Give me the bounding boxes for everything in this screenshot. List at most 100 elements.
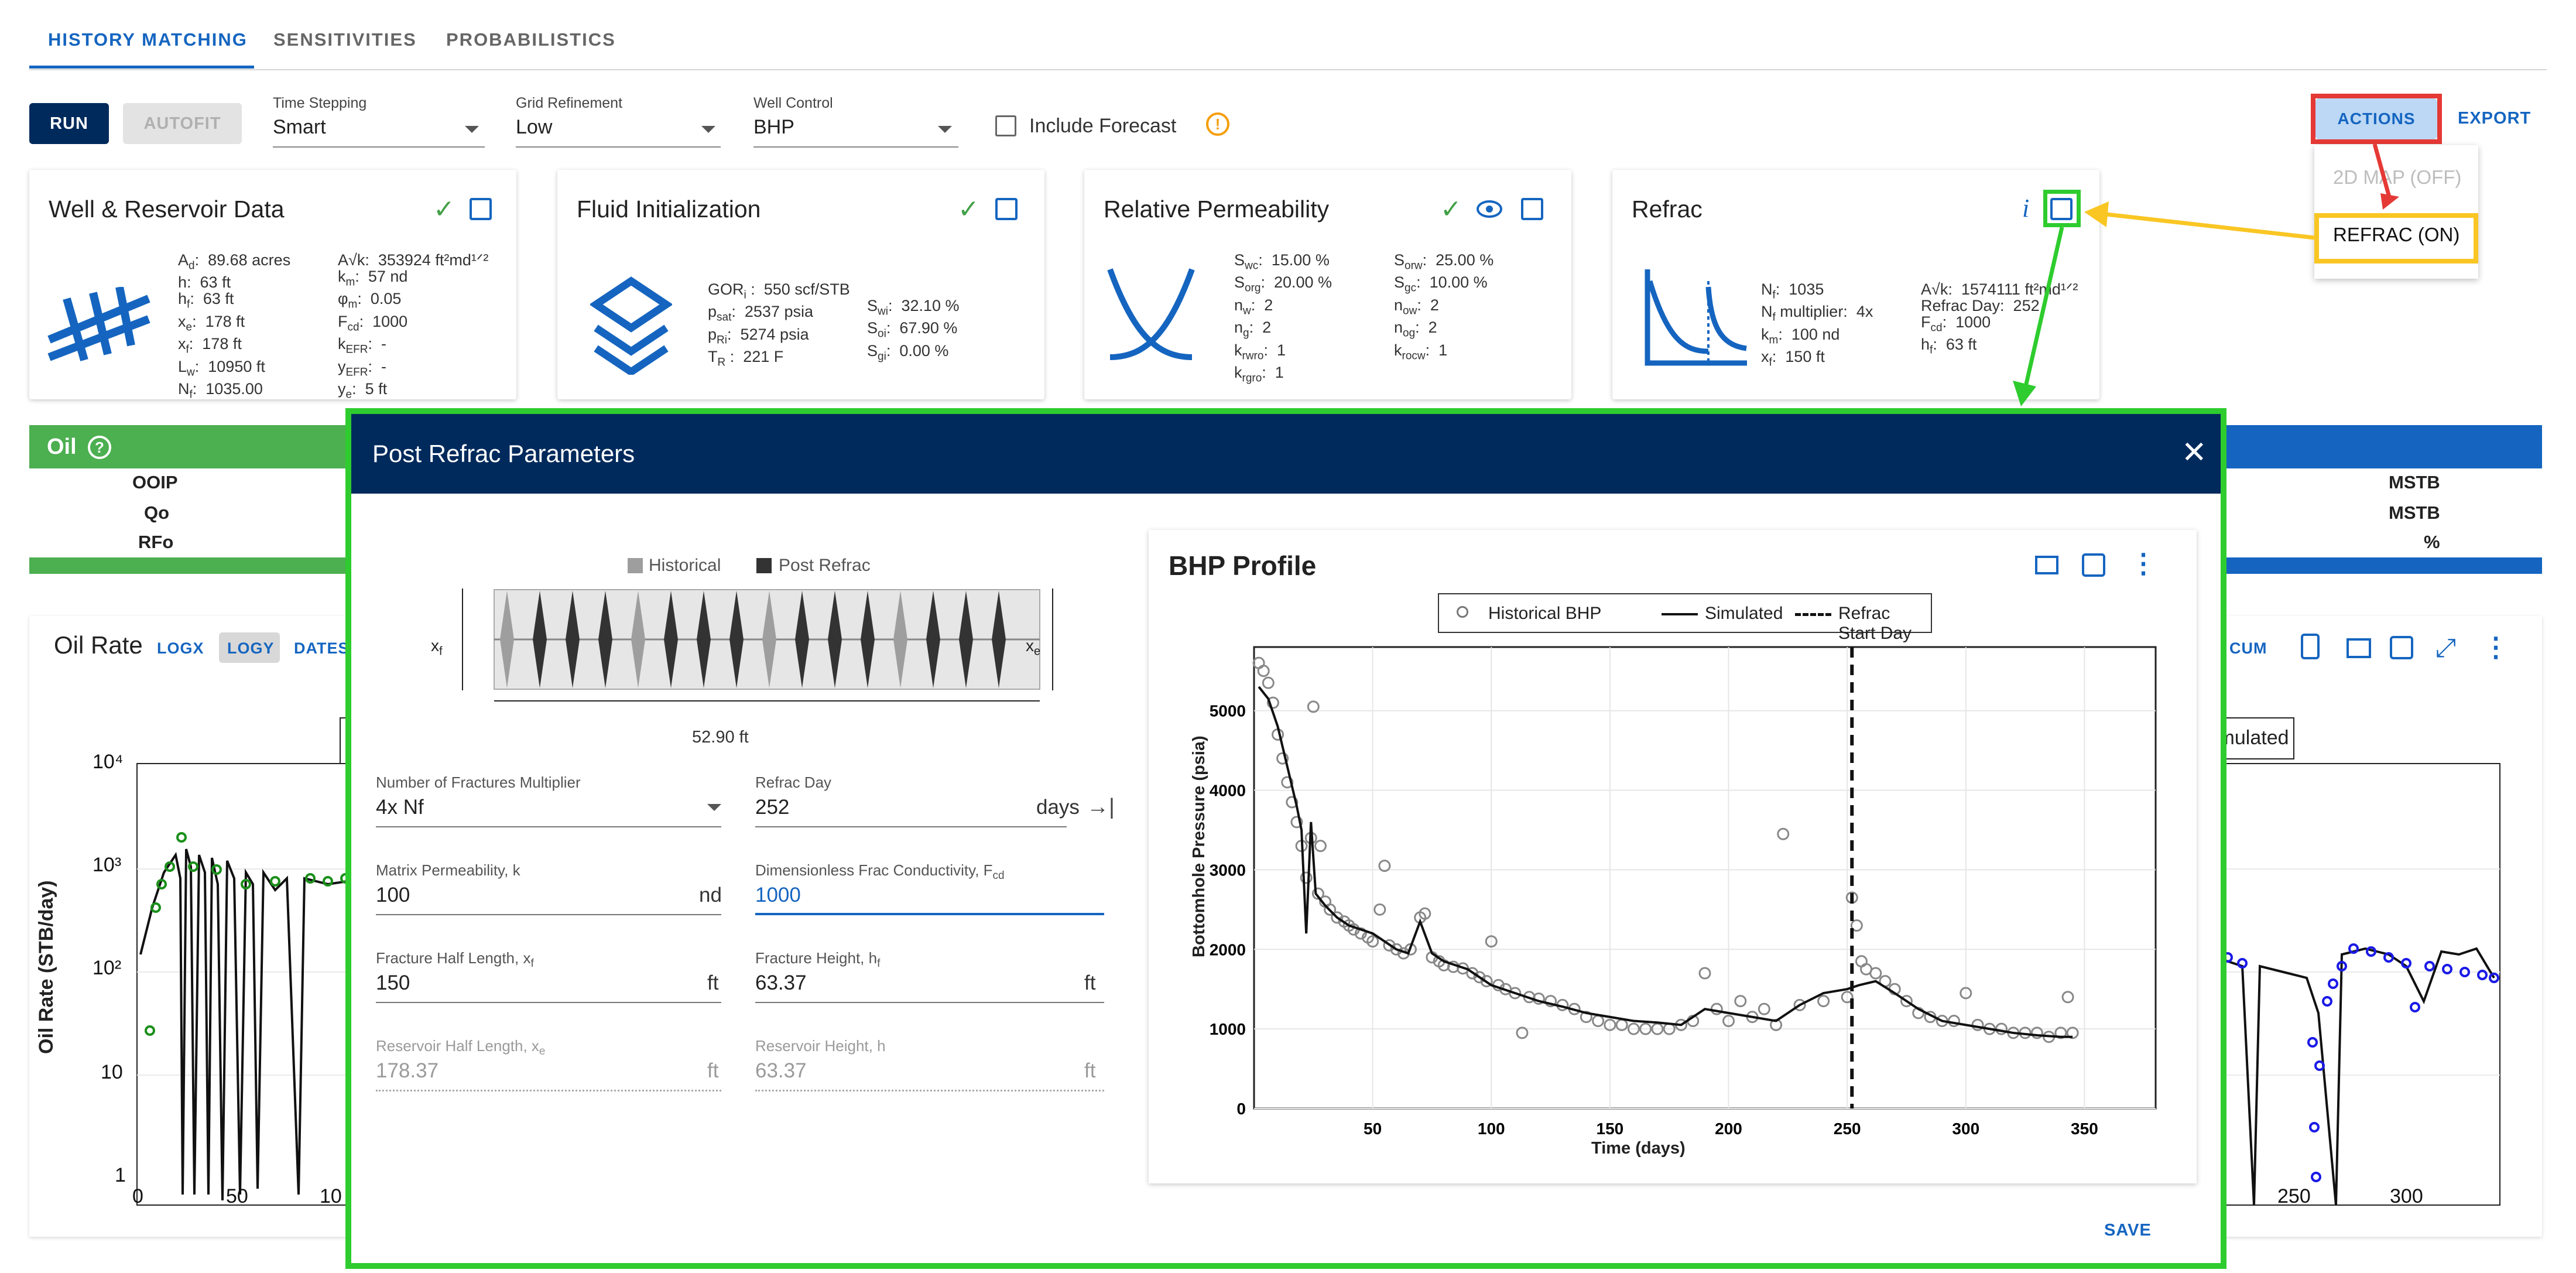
param-row: Fcd: 1000	[1921, 313, 1991, 334]
param-row: xf: 178 ft	[178, 335, 242, 356]
historical-bhp-point	[1307, 700, 1320, 713]
tab-sensitivities[interactable]: SENSITIVITIES	[273, 29, 417, 50]
post-refrac-fracture	[664, 591, 678, 688]
dates-toggle[interactable]: DATES	[294, 639, 350, 657]
hf-input[interactable]: 63.37	[755, 971, 807, 994]
close-icon[interactable]: ✕	[2181, 436, 2207, 470]
actions-highlight-annotation	[2311, 94, 2442, 144]
num-frac-multiplier-label: Number of Fractures Multiplier	[376, 774, 581, 791]
cum-toggle[interactable]: CUM	[2229, 639, 2267, 657]
refrac-edit-highlight-annotation	[2043, 190, 2081, 227]
refrac-params-col2: A√k: 1574111 ft²md¹ᐟ² Refrac Day: 252 Fcd:…	[1921, 281, 2078, 359]
field-underline-disabled	[376, 1090, 721, 1091]
matrix-perm-input[interactable]: 100	[376, 884, 410, 906]
card-title: Relative Permeability	[1104, 196, 1330, 223]
param-row: h: 63 ft	[178, 273, 231, 292]
xe-input: 178.37	[376, 1059, 439, 1082]
param-row: xf: 150 ft	[1761, 348, 1825, 369]
exclamation-circle-icon[interactable]: !	[1206, 112, 1229, 136]
edit-icon[interactable]	[470, 198, 492, 220]
actions-button[interactable]: ACTIONS	[2315, 98, 2437, 139]
field-underline	[376, 826, 721, 827]
layers-icon	[590, 276, 672, 375]
post-refrac-fracture	[861, 591, 875, 688]
run-button[interactable]: RUN	[29, 103, 109, 144]
edit-icon[interactable]	[1521, 198, 1543, 220]
legend-swatch-post-refrac	[756, 558, 772, 573]
bhp-plot: 50 100 150 200 250 300 350 0 1000 2000 3000 4000 500…	[1210, 646, 2157, 1138]
download-icon[interactable]	[2301, 634, 2320, 659]
eye-icon[interactable]	[1477, 200, 1502, 218]
scatter-icon[interactable]	[2390, 636, 2413, 659]
oil-title: Oil	[47, 434, 77, 459]
param-row: hf: 63 ft	[1921, 336, 1977, 357]
post-refrac-fracture	[828, 591, 842, 688]
more-vert-icon[interactable]: ⋮	[2482, 632, 2509, 662]
edit-icon[interactable]	[995, 198, 1018, 220]
fullscreen-icon[interactable]: ⤢	[2435, 634, 2457, 662]
save-button[interactable]: SAVE	[2104, 1221, 2152, 1240]
fcd-input[interactable]: 1000	[755, 884, 801, 906]
grid-refinement-value[interactable]: Low	[516, 116, 553, 138]
chevron-down-icon[interactable]	[707, 804, 721, 811]
xf-input[interactable]: 150	[376, 971, 410, 994]
historical-bhp-point	[1960, 987, 1972, 1000]
help-icon[interactable]: ?	[88, 436, 111, 459]
refrac-day-input[interactable]: 252	[755, 796, 790, 819]
legend-post-refrac: Post Refrac	[779, 556, 871, 575]
tab-probabilistics[interactable]: PROBABILISTICS	[446, 29, 616, 50]
chevron-down-icon[interactable]	[465, 126, 479, 133]
param-row: Lw: 10950 ft	[178, 357, 265, 378]
field-underline	[755, 1002, 1104, 1003]
bhp-chart-title: BHP Profile	[1169, 550, 1317, 581]
post-refrac-fracture	[533, 591, 547, 688]
time-stepping-label: Time Stepping	[273, 95, 367, 111]
export-button[interactable]: EXPORT	[2458, 109, 2532, 128]
param-row: Sgc: 10.00 %	[1394, 273, 1488, 295]
more-vert-icon[interactable]: ⋮	[2130, 548, 2157, 579]
edit-icon[interactable]	[2050, 198, 2073, 220]
y-tick-label: 10³	[93, 854, 122, 876]
historical-bhp-point	[1276, 752, 1289, 765]
historical-bhp-point	[1639, 1022, 1652, 1035]
well-reservoir-card: Well & Reservoir Data ✓ Ad: 89.68 acres h…	[29, 170, 516, 401]
y-tick-label: 10	[101, 1061, 123, 1083]
include-forecast-checkbox[interactable]	[995, 115, 1016, 136]
info-icon[interactable]: i	[2022, 194, 2030, 223]
matrix-perm-label: Matrix Permeability, k	[376, 861, 520, 879]
param-row: pRi: 5274 psia	[708, 325, 809, 347]
legend-swatch-historical	[628, 558, 643, 573]
param-row: Swi: 32.10 %	[867, 297, 960, 318]
post-refrac-fracture	[598, 591, 612, 688]
logy-toggle[interactable]: LOGY	[227, 639, 275, 657]
time-stepping-value[interactable]: Smart	[273, 116, 326, 138]
historical-bhp-point	[1314, 840, 1327, 853]
tabs-divider	[29, 69, 2547, 70]
chevron-down-icon[interactable]	[701, 126, 715, 133]
autofit-button[interactable]: AUTOFIT	[123, 103, 242, 144]
menu-item-refrac[interactable]: REFRAC (ON)	[2333, 224, 2460, 245]
tab-history-matching[interactable]: HISTORY MATCHING	[48, 29, 248, 50]
historical-bhp-point	[1311, 887, 1324, 900]
well-control-value[interactable]: BHP	[753, 116, 794, 138]
refrac-decline-icon	[1645, 269, 1747, 366]
chevron-down-icon[interactable]	[938, 126, 952, 133]
oil-row-unit: %	[2424, 532, 2440, 552]
historical-bhp-point	[1900, 995, 1913, 1008]
historical-bhp-point	[1516, 1026, 1529, 1039]
field-underline-disabled	[755, 1090, 1104, 1091]
menu-item-2d-map[interactable]: 2D MAP (OFF)	[2333, 166, 2462, 188]
bhp-profile-card: BHP Profile ⋮ Bottomhole Pressure (psia)…	[1149, 530, 2197, 1183]
xe-unit: ft	[707, 1059, 719, 1082]
table-icon[interactable]	[2347, 638, 2371, 658]
bhp-x-axis-label: Time (days)	[1591, 1139, 1686, 1158]
arrow-to-end-icon[interactable]: →|	[1087, 795, 1115, 819]
logx-toggle[interactable]: LOGX	[157, 639, 204, 657]
table-icon[interactable]	[2035, 556, 2058, 574]
check-icon: ✓	[433, 195, 455, 224]
card-title: Well & Reservoir Data	[49, 196, 285, 223]
scatter-icon[interactable]	[2082, 553, 2105, 577]
relative-permeability-card: Relative Permeability ✓ Swc: 15.00 % Sorg…	[1084, 170, 1571, 399]
num-frac-multiplier-select[interactable]: 4x Nf	[376, 796, 424, 819]
historical-bhp-point	[1286, 796, 1299, 809]
